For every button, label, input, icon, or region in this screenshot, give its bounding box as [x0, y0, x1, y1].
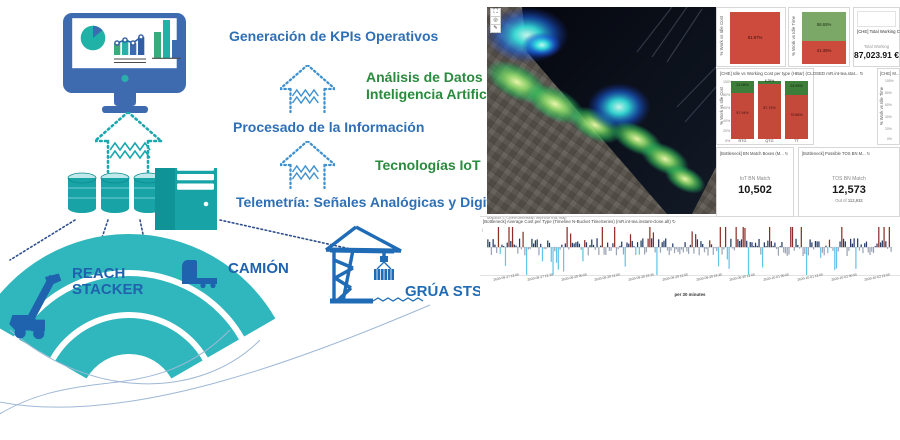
- svg-text:GRÚA STS: GRÚA STS: [405, 282, 480, 300]
- svg-text:CAMIÓN: CAMIÓN: [228, 259, 289, 277]
- svg-text:STACKER: STACKER: [72, 281, 144, 298]
- svg-text:REACH: REACH: [72, 265, 125, 282]
